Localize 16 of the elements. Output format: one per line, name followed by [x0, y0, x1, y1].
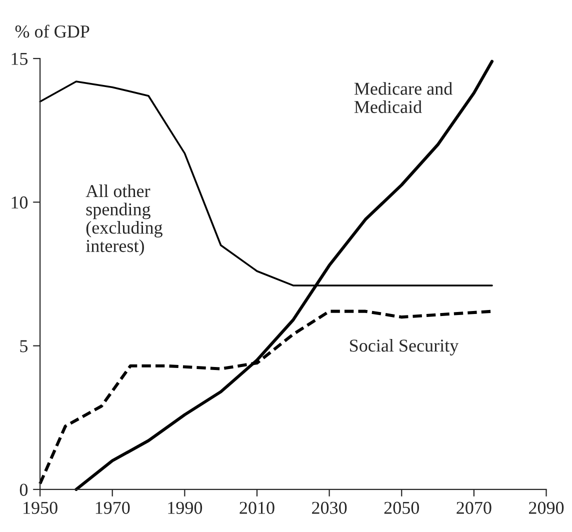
y-tick-label: 0 [20, 484, 28, 496]
x-tick-label: 2030 [312, 502, 347, 514]
x-tick-label: 2070 [456, 502, 492, 514]
x-tick-label: 2050 [384, 502, 419, 514]
y-tick-label: 15 [12, 52, 28, 65]
y-axis-title: % of GDP [15, 24, 90, 38]
y-tick-label: 10 [12, 196, 28, 209]
y-tick-label: 5 [20, 340, 28, 352]
annotation: Social Security [350, 339, 459, 356]
annotation: Medicare and Medicaid [354, 82, 452, 114]
x-tick-label: 1990 [168, 502, 202, 514]
x-tick-label: 2010 [240, 502, 274, 514]
annotation: All other spending (excluding interest) [86, 184, 162, 256]
x-tick-label: 1950 [24, 502, 58, 514]
x-tick-label: 1970 [96, 502, 130, 514]
x-tick-label: 2090 [528, 502, 564, 514]
